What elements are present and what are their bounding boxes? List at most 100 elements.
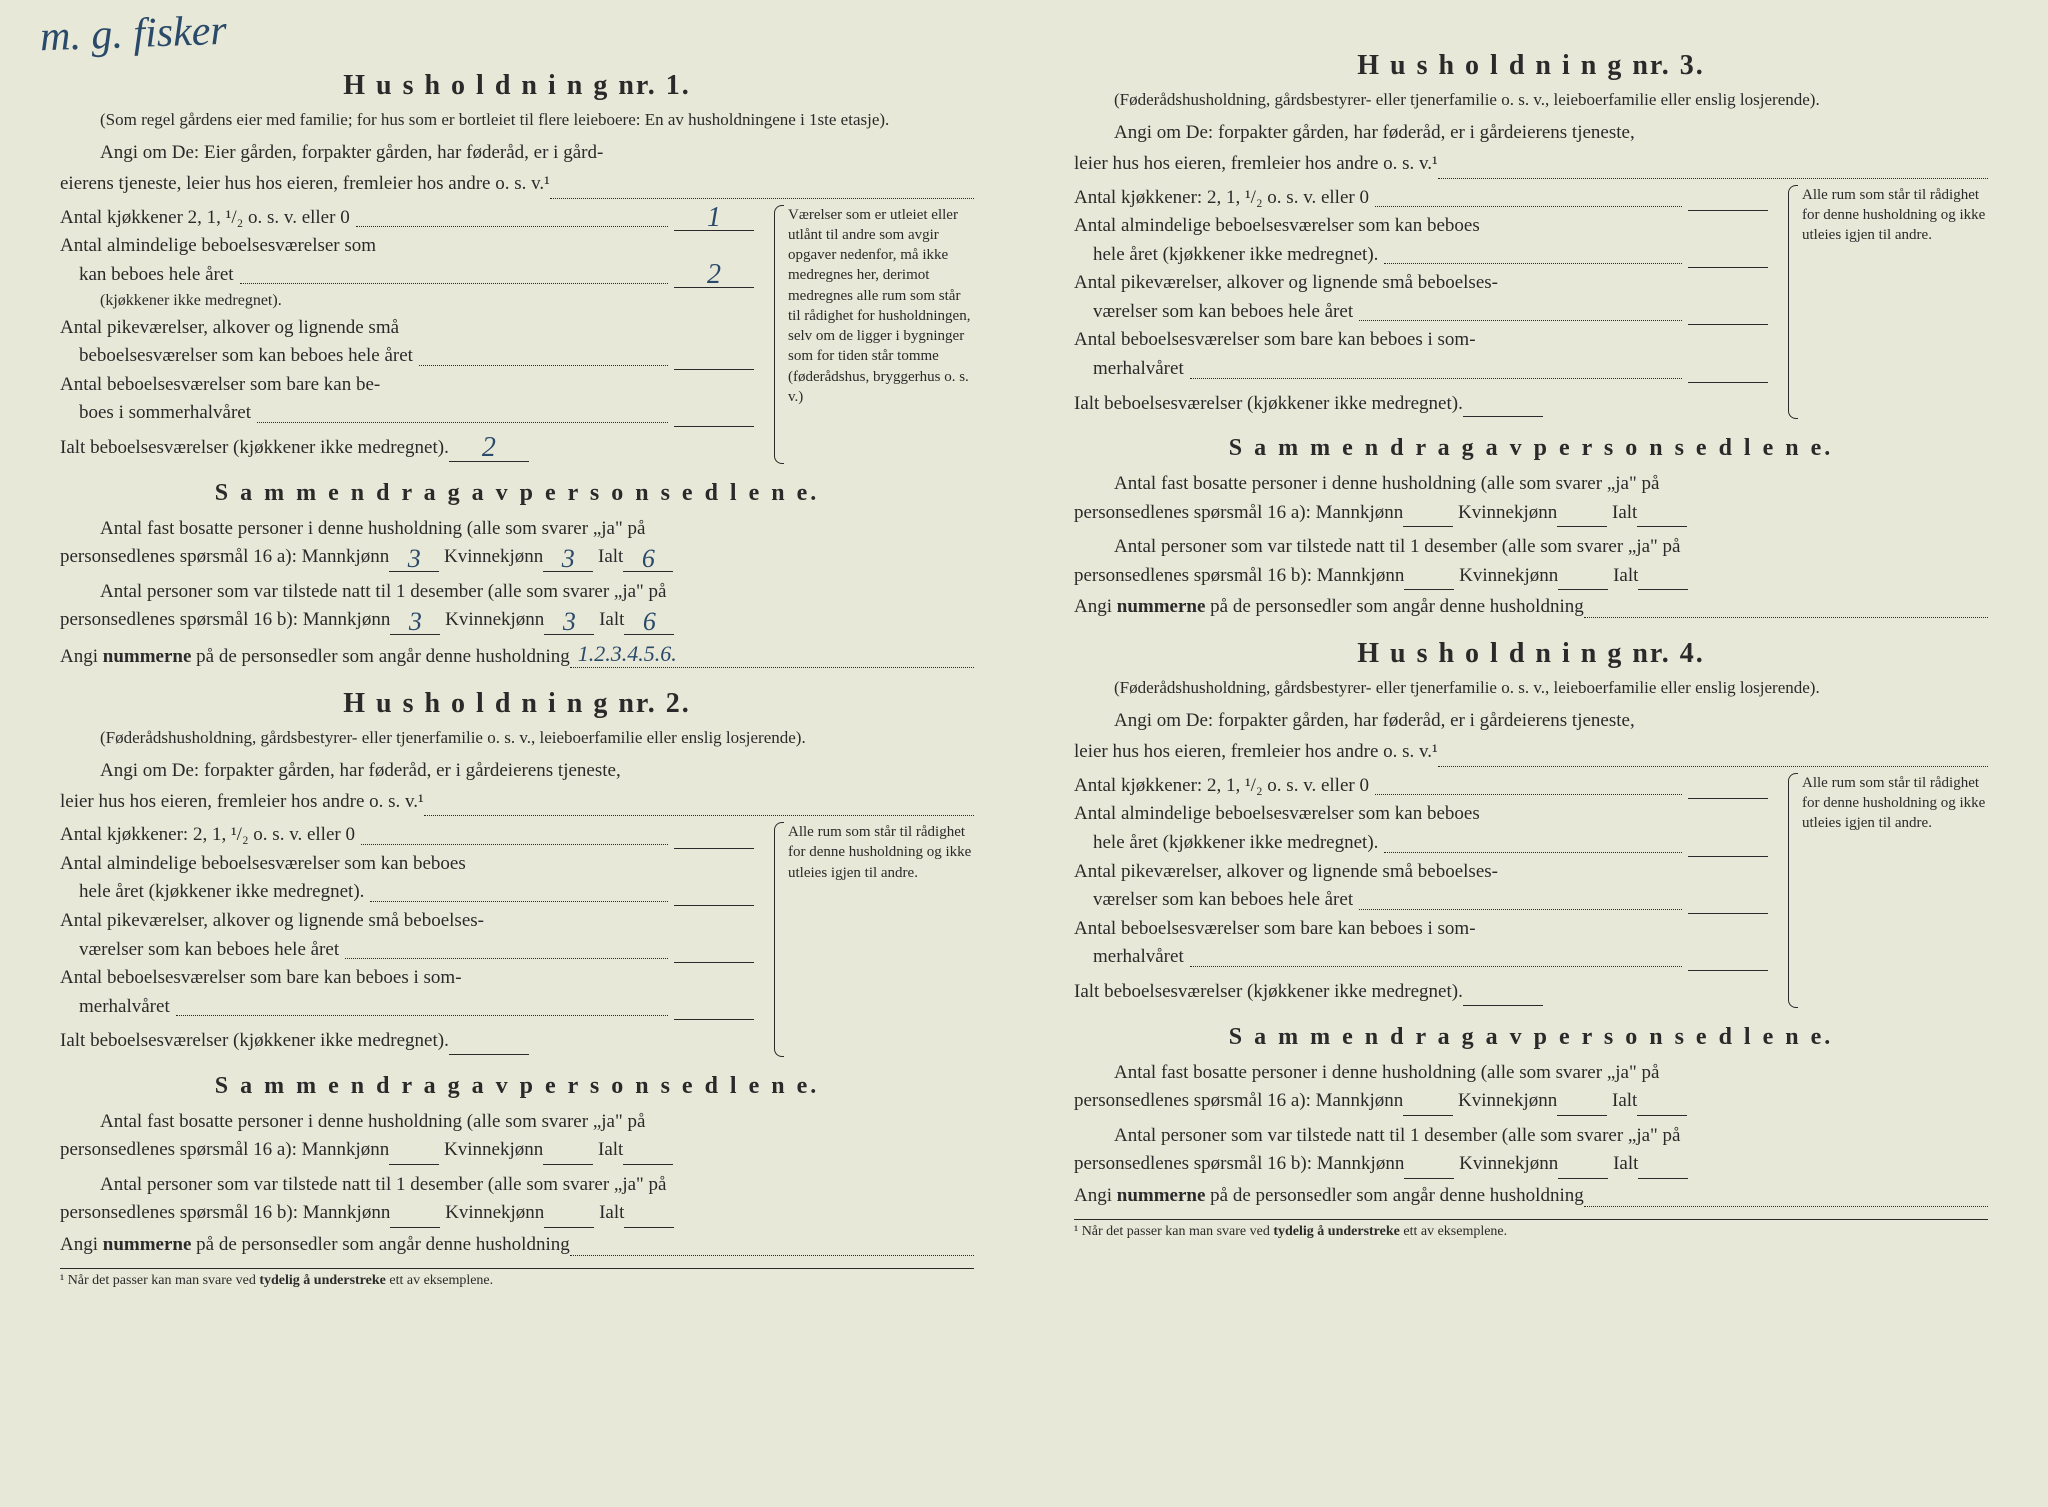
kitchens-row: Antal kjøkkener: 2, 1, ¹/₂ o. s. v. elle… — [60, 822, 754, 849]
summary-title: S a m m e n d r a g a v p e r s o n s e … — [60, 480, 974, 507]
summary-title: S a m m e n d r a g a v p e r s o n s e … — [1074, 435, 1988, 462]
summer-rooms-value — [1688, 382, 1768, 383]
living-rooms-row-2: hele året (kjøkkener ikke medregnet). — [60, 879, 754, 906]
men-16a-value — [389, 1164, 439, 1165]
side-note: Værelser som er utleiet eller utlånt til… — [774, 205, 974, 464]
household-subtitle: (Føderådshusholdning, gårdsbestyrer- ell… — [1074, 90, 1988, 110]
living-rooms-row: Antal almindelige beboelsesværelser som … — [1074, 801, 1768, 828]
household-title: H u s h o l d n i n g nr. 1. — [60, 70, 974, 102]
summer-rooms-row: Antal beboelsesværelser som bare kan beb… — [60, 965, 754, 992]
summary-16b: personsedlenes spørsmål 16 b): Mannkjønn… — [1074, 562, 1988, 591]
maid-rooms-value — [674, 962, 754, 963]
kitchens-row: Antal kjøkkener: 2, 1, ¹/₂ o. s. v. elle… — [1074, 773, 1768, 800]
maid-rooms-row-2: værelser som kan beboes hele året — [1074, 299, 1768, 326]
person-numbers-line: Angi nummerne på de personsedler som ang… — [60, 1234, 974, 1256]
total-16a-value — [1637, 526, 1687, 527]
summary-16b: personsedlenes spørsmål 16 b): Mannkjønn… — [1074, 1150, 1988, 1179]
household-subtitle: (Føderådshusholdning, gårdsbestyrer- ell… — [1074, 678, 1988, 698]
total-rooms-row: Ialt beboelsesværelser (kjøkkener ikke m… — [60, 1028, 754, 1055]
summary-line-3: Antal personer som var tilstede natt til… — [1074, 533, 1988, 562]
person-numbers-line: Angi nummerne på de personsedler som ang… — [60, 641, 974, 668]
living-rooms-value — [1688, 267, 1768, 268]
men-16a-value — [1403, 1115, 1453, 1116]
side-note: Alle rum som står til rådighet for denne… — [1788, 185, 1988, 420]
total-rooms-row: Ialt beboelsesværelser (kjøkkener ikke m… — [1074, 391, 1768, 418]
footnote: ¹ Når det passer kan man svare ved tydel… — [60, 1268, 974, 1289]
room-data-block: Antal kjøkkener: 2, 1, ¹/₂ o. s. v. elle… — [60, 822, 974, 1057]
women-16b-value — [544, 1227, 594, 1228]
summary-line-3: Antal personer som var tilstede natt til… — [60, 578, 974, 607]
household-subtitle: (Føderådshusholdning, gårdsbestyrer- ell… — [60, 728, 974, 748]
kitchens-row: Antal kjøkkener 2, 1, ¹/₂ o. s. v. eller… — [60, 205, 754, 232]
women-16b-value: 3 — [544, 610, 594, 634]
footnote: ¹ Når det passer kan man svare ved tydel… — [1074, 1219, 1988, 1240]
living-rooms-value — [1688, 856, 1768, 857]
room-data-block: Antal kjøkkener 2, 1, ¹/₂ o. s. v. eller… — [60, 205, 974, 464]
maid-rooms-value — [1688, 913, 1768, 914]
person-numbers-line: Angi nummerne på de personsedler som ang… — [1074, 596, 1988, 618]
room-data-block: Antal kjøkkener: 2, 1, ¹/₂ o. s. v. elle… — [1074, 773, 1988, 1008]
summary-16b: personsedlenes spørsmål 16 b): Mannkjønn… — [60, 1199, 974, 1228]
living-rooms-value: 2 — [674, 262, 754, 288]
summary-16a: personsedlenes spørsmål 16 a): Mannkjønn… — [60, 543, 974, 572]
side-note: Alle rum som står til rådighet for denne… — [774, 822, 974, 1057]
summer-rooms-row-2: merhalvåret — [60, 994, 754, 1021]
person-numbers-value — [1584, 1206, 1988, 1207]
angi-instruction: Angi om De: forpakter gården, har føderå… — [1074, 122, 1988, 144]
summary-line-1: Antal fast bosatte personer i denne hush… — [1074, 1059, 1988, 1088]
total-16b-value — [624, 1227, 674, 1228]
summer-rooms-row-2: merhalvåret — [1074, 944, 1768, 971]
household-title: H u s h o l d n i n g nr. 2. — [60, 688, 974, 720]
living-rooms-row-2: kan beboes hele året 2 — [60, 262, 754, 289]
total-rooms-row: Ialt beboelsesværelser (kjøkkener ikke m… — [1074, 979, 1768, 1006]
maid-rooms-row: Antal pikeværelser, alkover og lignende … — [60, 908, 754, 935]
living-rooms-row: Antal almindelige beboelsesværelser som … — [60, 851, 754, 878]
women-16a-value — [543, 1164, 593, 1165]
angi-instruction-2: eierens tjeneste, leier hus hos eieren, … — [60, 170, 974, 199]
total-16a-value — [1637, 1115, 1687, 1116]
total-16b-value — [1638, 589, 1688, 590]
person-numbers-value: 1.2.3.4.5.6. — [570, 641, 974, 668]
maid-rooms-row-2: værelser som kan beboes hele året — [60, 937, 754, 964]
total-16a-value: 6 — [623, 547, 673, 571]
handwritten-note: m. g. fisker — [39, 7, 227, 61]
summary-line-1: Antal fast bosatte personer i denne hush… — [60, 515, 974, 544]
maid-rooms-row: Antal pikeværelser, alkover og lignende … — [1074, 270, 1768, 297]
left-column: H u s h o l d n i n g nr. 1. (Som regel … — [40, 30, 994, 1477]
angi-instruction: Angi om De: forpakter gården, har føderå… — [1074, 710, 1988, 732]
angi-instruction-2: leier hus hos eieren, fremleier hos andr… — [1074, 738, 1988, 767]
total-rooms-value — [449, 1054, 529, 1055]
summary-line-1: Antal fast bosatte personer i denne hush… — [1074, 470, 1988, 499]
summary-16a: personsedlenes spørsmål 16 a): Mannkjønn… — [1074, 499, 1988, 528]
maid-rooms-row: Antal pikeværelser, alkover og lignende … — [60, 315, 754, 342]
total-rooms-value — [1463, 1005, 1543, 1006]
summer-rooms-row: Antal beboelsesværelser som bare kan be- — [60, 372, 754, 399]
summer-rooms-value — [1688, 970, 1768, 971]
household-3: H u s h o l d n i n g nr. 3. (Føderådshu… — [1074, 50, 1988, 618]
living-rooms-row: Antal almindelige beboelsesværelser som … — [1074, 213, 1768, 240]
kitchens-value: 1 — [674, 205, 754, 231]
maid-rooms-value — [1688, 324, 1768, 325]
women-16a-value: 3 — [543, 547, 593, 571]
household-4: H u s h o l d n i n g nr. 4. (Føderådshu… — [1074, 638, 1988, 1239]
summary-line-1: Antal fast bosatte personer i denne hush… — [60, 1108, 974, 1137]
kitchens-row: Antal kjøkkener: 2, 1, ¹/₂ o. s. v. elle… — [1074, 185, 1768, 212]
summer-rooms-row: Antal beboelsesværelser som bare kan beb… — [1074, 327, 1768, 354]
room-data-block: Antal kjøkkener: 2, 1, ¹/₂ o. s. v. elle… — [1074, 185, 1988, 420]
right-column: H u s h o l d n i n g nr. 3. (Føderådshu… — [1054, 30, 2008, 1477]
angi-instruction-2: leier hus hos eieren, fremleier hos andr… — [1074, 150, 1988, 179]
living-rooms-value — [674, 905, 754, 906]
form-page: H u s h o l d n i n g nr. 1. (Som regel … — [40, 30, 2008, 1477]
living-rooms-row-2: hele året (kjøkkener ikke medregnet). — [1074, 242, 1768, 269]
total-16b-value: 6 — [624, 610, 674, 634]
summary-16b: personsedlenes spørsmål 16 b): Mannkjønn… — [60, 606, 974, 635]
total-rooms-value — [1463, 416, 1543, 417]
women-16b-value — [1558, 1178, 1608, 1179]
living-rooms-row: Antal almindelige beboelsesværelser som — [60, 233, 754, 260]
summary-title: S a m m e n d r a g a v p e r s o n s e … — [60, 1073, 974, 1100]
summary-title: S a m m e n d r a g a v p e r s o n s e … — [1074, 1024, 1988, 1051]
summary-16a: personsedlenes spørsmål 16 a): Mannkjønn… — [60, 1136, 974, 1165]
men-16b-value — [1404, 589, 1454, 590]
total-16a-value — [623, 1164, 673, 1165]
women-16a-value — [1557, 1115, 1607, 1116]
